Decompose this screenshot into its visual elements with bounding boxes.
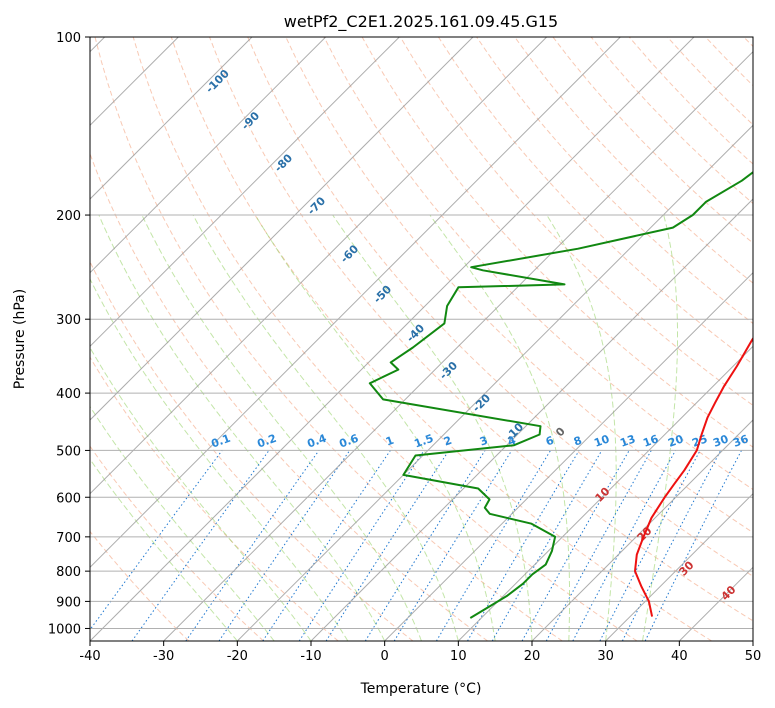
- isotherm-line: [90, 37, 695, 641]
- y-tick-label: 400: [56, 387, 81, 402]
- isotherm-line: [310, 198, 753, 641]
- dry-adiabat-line: [209, 37, 753, 622]
- x-tick-label: -10: [300, 649, 321, 664]
- isotherm-line: [90, 37, 474, 421]
- dry-adiabat-line: [90, 445, 264, 641]
- y-axis-label: Pressure (hPa): [12, 289, 28, 389]
- mixing-ratio-label: 20: [666, 432, 685, 450]
- mixing-ratio-label: 2: [442, 434, 454, 449]
- x-tick-label: 10: [450, 649, 467, 664]
- mixing-ratio-line: [521, 450, 630, 641]
- mixing-ratio-label: 0.1: [209, 432, 232, 451]
- dry-adiabat-line: [437, 37, 753, 365]
- mixing-ratio-label: 1.5: [412, 432, 435, 451]
- mixing-ratio-label: 3: [478, 434, 490, 449]
- dry-adiabat-line: [247, 37, 753, 577]
- dry-adiabat-line: [514, 37, 753, 284]
- x-tick-label: -40: [79, 649, 100, 664]
- isotherm-line: [90, 37, 621, 569]
- mixing-ratio-label: 6: [544, 434, 556, 449]
- dry-adiabat-line: [90, 152, 488, 641]
- x-tick-label: 50: [745, 649, 762, 664]
- x-tick-label: -30: [153, 649, 174, 664]
- chart-title: wetPf2_C2E1.2025.161.09.45.G15: [284, 12, 558, 32]
- profile-lines: [368, 170, 753, 619]
- y-axis: 100 200 300 400 500 600 700 800 900 1000: [48, 31, 90, 637]
- dry-adiabat-line: [94, 37, 563, 641]
- y-tick-label: 200: [56, 209, 81, 224]
- mixing-ratio-label: 13: [618, 432, 637, 449]
- moist-adiabat-line: [254, 214, 496, 641]
- y-tick-label: 800: [56, 565, 81, 580]
- x-tick-label: 20: [524, 649, 541, 664]
- mixing-ratio-line: [218, 450, 351, 641]
- y-tick-label: 500: [56, 444, 81, 459]
- moist-adiabat-line: [546, 214, 617, 641]
- mixing-ratio-label: 4: [506, 434, 518, 449]
- isotherm-line: [457, 345, 753, 641]
- plot-frame: [89, 36, 754, 642]
- x-tick-label: -20: [227, 649, 248, 664]
- moist-adiabat-line: [141, 214, 422, 641]
- mixing-ratio-line: [644, 450, 742, 641]
- x-axis-label: Temperature (°C): [360, 681, 482, 697]
- y-tick-label: 900: [56, 595, 81, 610]
- isotherm-line: [90, 37, 327, 274]
- mixing-ratio-line: [545, 450, 652, 641]
- dry-adiabat-line: [90, 356, 339, 641]
- mixing-ratio-line: [90, 450, 223, 631]
- isotherm-line: [384, 271, 753, 641]
- mixing-ratio-label: 30: [711, 432, 730, 450]
- mixing-ratio-label: 0.2: [255, 432, 278, 451]
- isotherm-line: [163, 50, 753, 641]
- mixing-ratio-label: 1: [384, 434, 396, 449]
- dewpoint-line: [368, 170, 753, 619]
- mixing-ratio-line: [262, 450, 391, 641]
- mixing-ratio-line: [325, 450, 450, 641]
- mixing-ratio-label: 10: [592, 432, 611, 450]
- y-tick-label: 1000: [48, 622, 81, 637]
- isotherm-line: [531, 419, 753, 641]
- mixing-ratio-line: [621, 450, 722, 641]
- x-tick-label: 40: [671, 649, 688, 664]
- mixing-ratio-line: [185, 450, 320, 641]
- mixing-ratio-label: 0.4: [305, 432, 328, 451]
- isotherm-line: [90, 37, 253, 200]
- y-tick-label: 700: [56, 531, 81, 546]
- mixing-ratio-line: [298, 450, 425, 641]
- dry-adiabat-line: [170, 37, 712, 641]
- moist-adiabat-line: [90, 346, 312, 641]
- moist-adiabat-line: [90, 277, 349, 641]
- moist-adiabat-line: [90, 458, 238, 641]
- x-axis: -40 -30 -20 -10 0 10 20 30 40 50: [79, 641, 761, 664]
- mixing-ratio-label: 0.6: [337, 432, 360, 451]
- dry-adiabat-line: [323, 37, 753, 491]
- y-tick-label: 600: [56, 491, 81, 506]
- dry-adiabat-line: [132, 37, 638, 641]
- dry-adiabat-line: [399, 37, 753, 407]
- isotherm-line: [90, 37, 548, 495]
- background-lines: [90, 37, 753, 641]
- isotherm-line: [236, 124, 753, 641]
- y-tick-label: 300: [56, 313, 81, 328]
- mixing-ratio-label: 8: [572, 434, 584, 449]
- x-tick-label: 0: [381, 649, 389, 664]
- moist-adiabat-line: [192, 214, 459, 641]
- dry-adiabat-line: [90, 530, 190, 641]
- y-tick-label: 100: [56, 31, 81, 46]
- mixing-ratio-label: 36: [731, 432, 750, 450]
- moist-adiabat-line: [332, 214, 533, 641]
- isotherm-line: [605, 492, 753, 641]
- mixing-ratio-line: [572, 450, 676, 641]
- isotherm-line: [90, 37, 400, 348]
- x-tick-label: 30: [597, 649, 614, 664]
- mixing-ratio-label: 16: [641, 432, 660, 450]
- temperature-line: [634, 336, 753, 617]
